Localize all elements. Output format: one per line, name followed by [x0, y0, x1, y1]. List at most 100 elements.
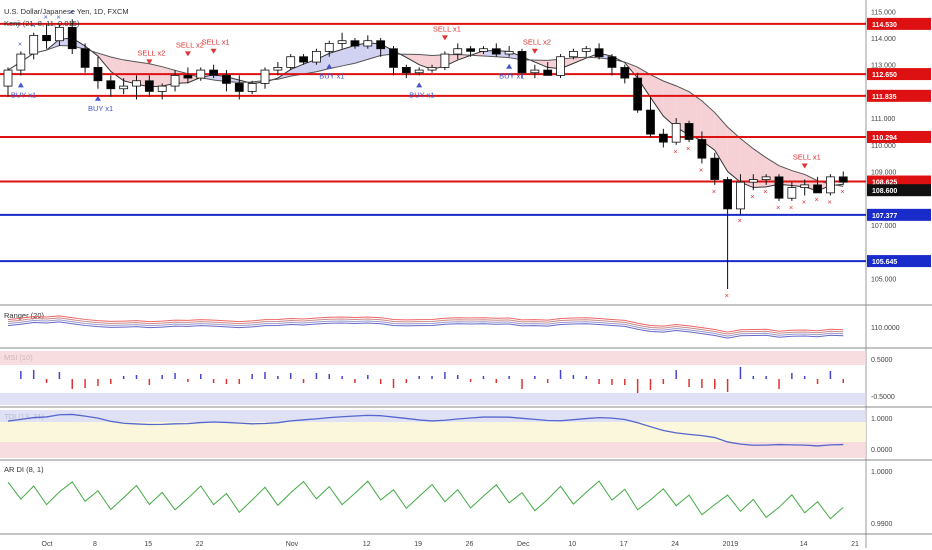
buy-arrow-icon: [17, 82, 24, 88]
candle-body: [363, 40, 373, 47]
buy-signal-label: BUY x1: [499, 72, 524, 81]
candle-body: [67, 26, 77, 50]
cross-marker-icon: ×: [673, 147, 677, 156]
time-tick-label: Dec: [517, 541, 530, 548]
symbol-title: U.S. Dollar/Japanese Yen, 1D, FXCM: [4, 7, 129, 16]
time-tick-label: Oct: [42, 541, 53, 548]
buy-signal-label: BUY x1: [88, 104, 113, 113]
ranger-line: [7, 317, 844, 335]
time-tick-label: Nov: [286, 541, 299, 548]
time-tick-label: 19: [414, 541, 422, 548]
price-tick-label: 114.000: [871, 36, 896, 43]
candles: [3, 19, 848, 289]
level-label: 105.645: [872, 259, 897, 266]
time-tick-label: 24: [671, 541, 679, 548]
price-tick-label: 109.000: [871, 170, 896, 177]
cross-marker-icon: ×: [776, 203, 780, 212]
candle-body: [607, 56, 617, 68]
candle-body: [787, 187, 797, 199]
buy-signal-label: BUY x1: [319, 72, 344, 81]
candle-body: [16, 53, 26, 71]
level-tag: [867, 17, 931, 30]
candle-body: [42, 34, 51, 42]
cross-marker-icon: ×: [827, 198, 831, 207]
candle-body: [132, 80, 141, 87]
cross-marker-icon: ×: [840, 187, 844, 196]
time-tick-label: 12: [363, 541, 371, 548]
candle-body: [144, 80, 154, 92]
candle-body: [491, 48, 501, 55]
candle-body: [504, 50, 514, 55]
slow-ma-line: [7, 45, 844, 187]
sell-signal-label: SELL x2: [523, 38, 551, 47]
buy-signal-label: BUY x1: [11, 90, 36, 99]
cross-marker-icon: ×: [725, 291, 729, 300]
buy-arrow-icon: [326, 63, 333, 69]
candle-body: [697, 139, 707, 159]
tdi-line: [7, 413, 844, 447]
time-tick-label: 15: [144, 541, 152, 548]
candle-body: [581, 48, 591, 52]
ma-band-segment: [727, 127, 741, 183]
sell-arrow-icon: [441, 35, 448, 41]
candle-body: [376, 40, 386, 50]
time-tick-label: 17: [620, 541, 628, 548]
price-tick-label: 115.000: [871, 9, 896, 16]
cross-marker-icon: ×: [763, 187, 767, 196]
candle-body: [813, 184, 822, 194]
candle-body: [157, 85, 167, 92]
candle-body: [414, 69, 424, 74]
candle-body: [311, 50, 321, 63]
level-tag: [867, 130, 931, 143]
level-tag: [867, 208, 931, 221]
candle-body: [427, 67, 437, 71]
indicator-panels: Ranger (20)110.0000MSI (10)0.5000-0.5000…: [0, 311, 932, 535]
ma-band-segment: [406, 54, 420, 65]
ma-band-segment: [663, 80, 677, 128]
ma-band-segment: [354, 42, 368, 64]
time-tick-label: 22: [196, 541, 204, 548]
cross-marker-icon: ×: [712, 187, 716, 196]
sell-arrow-icon: [801, 163, 808, 169]
candle-body: [517, 50, 527, 74]
msi-upper-zone: [0, 351, 866, 365]
ardi-line: [7, 480, 844, 520]
candle-body: [646, 109, 655, 135]
candle-body: [337, 40, 347, 44]
sell-arrow-icon: [146, 59, 153, 65]
ma-band-segment: [791, 170, 805, 187]
cross-marker-icon: ×: [789, 203, 793, 212]
candle-body: [209, 69, 219, 76]
sell-arrow-icon: [210, 48, 217, 54]
candle-body: [684, 123, 694, 140]
candle-body: [29, 34, 39, 55]
panel-tick-label: 0.9900: [871, 521, 893, 528]
buy-arrow-icon: [416, 82, 423, 88]
sell-signal-label: SELL x1: [433, 24, 461, 33]
candle-body: [196, 69, 206, 79]
price-label: 108.600: [872, 188, 897, 195]
cross-marker-icon: ×: [815, 195, 819, 204]
cross-marker-icon: ×: [31, 21, 35, 30]
msi-lower-zone: [0, 393, 866, 405]
ma-band-segment: [123, 59, 137, 85]
price-axis[interactable]: 115.000 114.000 113.000 111.000 110.000 109.0…: [871, 9, 896, 283]
cross-marker-icon: ×: [686, 144, 690, 153]
panel-tick-label: 110.0000: [871, 325, 900, 332]
candle-body: [633, 77, 643, 111]
cross-marker-icon: ×: [18, 39, 22, 48]
level-label: 108.625: [872, 180, 897, 187]
ma-band-segment: [329, 49, 343, 69]
time-tick-label: 8: [93, 541, 97, 548]
candle-body: [826, 176, 835, 194]
candle-body: [723, 179, 732, 210]
candle-body: [55, 26, 64, 42]
panel-label: AR DI (8, 1): [4, 465, 44, 474]
price-tick-label: 111.000: [871, 116, 895, 123]
candle-body: [569, 50, 578, 58]
price-tick-label: 107.000: [871, 223, 896, 230]
cross-marker-icon: ×: [750, 192, 754, 201]
time-tick-label: 2019: [723, 541, 739, 548]
time-axis[interactable]: Oct 8 15 22 Nov 12 19 26 Dec 10 17 24 2019 14 21: [42, 541, 859, 548]
